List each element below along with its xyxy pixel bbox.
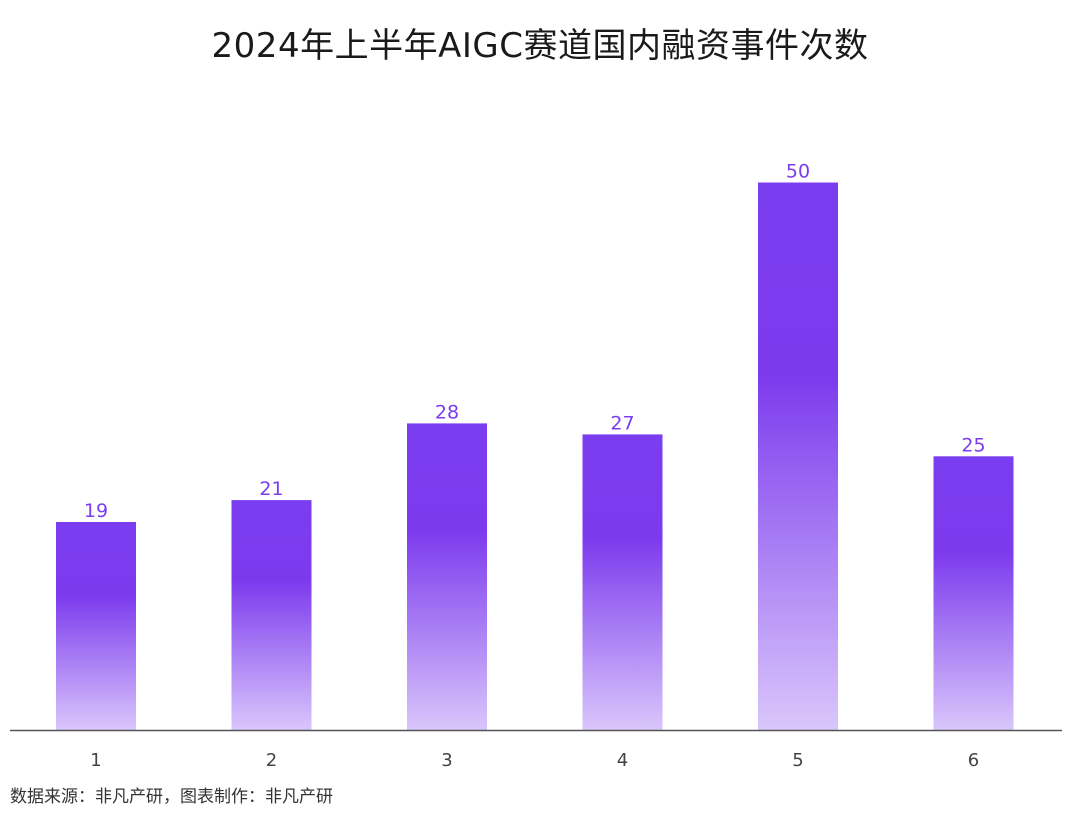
data-labels-layer: 19 21 28 27 50 25 xyxy=(84,161,986,523)
source-note: 数据来源：非凡产研，图表制作：非凡产研 xyxy=(10,787,333,807)
bars-layer xyxy=(56,182,1014,731)
x-tick-label-2: 2 xyxy=(266,750,277,771)
data-label-6: 25 xyxy=(961,434,985,456)
x-tick-label-5: 5 xyxy=(792,750,803,771)
bar-2 xyxy=(231,500,312,730)
x-tick-label-6: 6 xyxy=(968,750,979,771)
data-label-1: 19 xyxy=(84,500,108,522)
data-label-5: 50 xyxy=(786,161,810,183)
data-label-3: 28 xyxy=(435,401,459,423)
bar-5 xyxy=(758,182,838,730)
bar-6 xyxy=(933,456,1014,731)
x-tick-label-4: 4 xyxy=(617,750,628,771)
chart-title: 2024年上半年AIGC赛道国内融资事件次数 xyxy=(211,26,869,66)
bar-4 xyxy=(582,434,663,730)
data-label-4: 27 xyxy=(610,412,634,434)
x-tick-label-1: 1 xyxy=(90,750,101,771)
x-tick-labels-layer: 1 2 3 4 5 6 xyxy=(90,750,979,771)
data-label-2: 21 xyxy=(259,478,283,500)
x-tick-label-3: 3 xyxy=(441,750,452,771)
bar-3 xyxy=(407,423,487,730)
bar-1 xyxy=(56,522,136,730)
